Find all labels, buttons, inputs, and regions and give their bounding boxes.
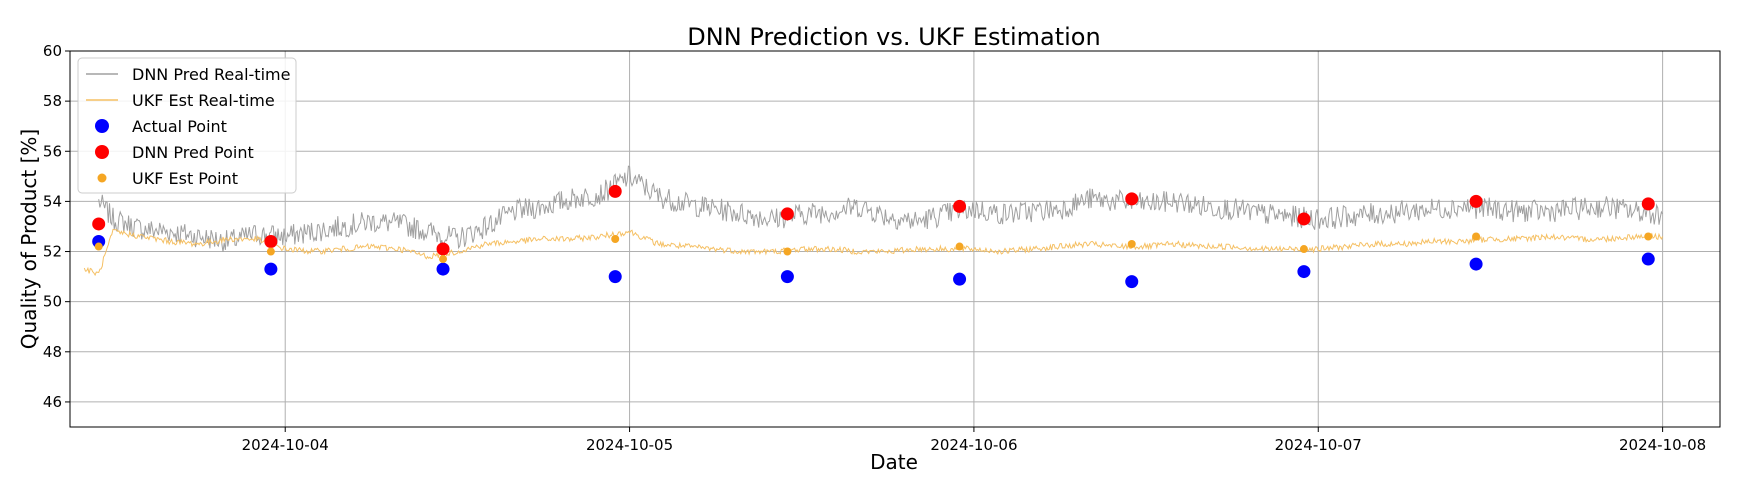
x-tick-label: 2024-10-07 [1275,436,1362,454]
legend-swatch [95,119,109,133]
data-point [436,262,450,276]
data-point [92,217,106,231]
y-tick-label: 46 [43,393,62,411]
y-tick-label: 60 [43,42,62,60]
data-point [1641,197,1655,211]
series-line [83,228,1664,277]
data-point [1125,275,1139,289]
data-point [1641,252,1655,266]
data-point [780,207,794,221]
legend-label: DNN Pred Real-time [132,65,290,84]
data-point [608,184,622,198]
x-tick-label: 2024-10-08 [1619,436,1706,454]
y-tick-label: 50 [43,293,62,311]
legend-box [77,57,297,194]
legend-swatch [95,145,109,159]
plot-frame [69,50,1721,428]
data-point [780,270,794,284]
data-point [611,235,620,243]
data-point [1297,265,1311,279]
data-point [1299,245,1308,254]
data-point [783,247,792,256]
x-axis-label: Date [870,450,918,474]
legend-label: Actual Point [132,117,227,136]
y-tick-label: 56 [43,142,62,160]
legend-swatch [97,173,107,183]
data-point [264,262,278,276]
data-point [439,255,448,264]
data-point [1472,232,1481,241]
y-tick-label: 54 [43,192,62,210]
x-tick-label: 2024-10-05 [586,436,673,454]
data-point [955,242,964,251]
series-lines [83,165,1664,277]
data-point [953,199,967,213]
data-point [1469,257,1483,271]
y-axis-ticks: 46 48 50 52 54 56 58 60 [43,42,70,411]
data-point [1644,232,1653,241]
data-point [1127,240,1136,249]
legend-label: UKF Est Point [132,169,238,188]
data-point [266,247,275,256]
series-points [92,184,1655,289]
data-point [1297,212,1311,226]
data-point [953,272,967,286]
y-tick-label: 52 [43,243,62,261]
x-tick-label: 2024-10-04 [242,436,329,454]
y-tick-label: 58 [43,92,62,110]
legend-label: DNN Pred Point [132,143,254,162]
data-point [436,242,450,256]
data-point [608,270,622,284]
x-tick-label: 2024-10-06 [930,436,1017,454]
series-line [98,165,1664,252]
data-point [1469,194,1483,208]
legend: DNN Pred Real-time UKF Est Real-time Actua… [77,57,297,194]
data-point [94,242,103,251]
data-point [264,235,278,249]
chart-title: DNN Prediction vs. UKF Estimation [687,23,1100,51]
data-point [1125,192,1139,206]
legend-label: UKF Est Real-time [132,91,275,110]
y-tick-label: 48 [43,343,62,361]
x-axis-ticks: 2024-10-04 2024-10-05 2024-10-06 2024-10-07… [242,427,1706,454]
y-axis-label: Quality of Product [%] [17,129,41,349]
